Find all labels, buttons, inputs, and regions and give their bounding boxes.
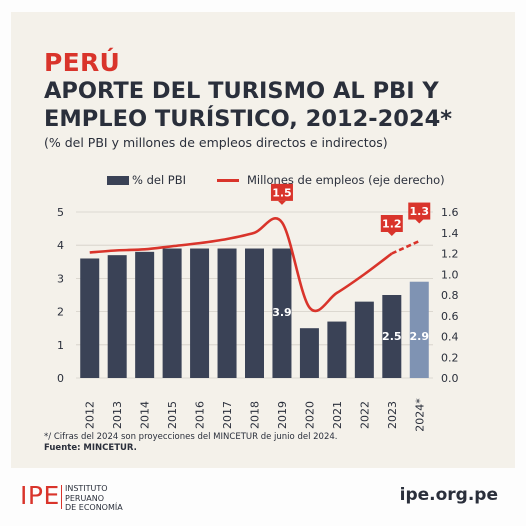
- bar: [217, 248, 237, 378]
- left-axis-tick-label: 5: [57, 206, 64, 219]
- line-callout-box: [270, 183, 293, 201]
- line-callout-box: [408, 202, 431, 220]
- right-axis-tick-label: 1.2: [441, 248, 459, 261]
- right-axis-tick-label: 0.6: [441, 310, 459, 323]
- bar-value-label: 3.9: [272, 306, 292, 319]
- bar: [354, 301, 374, 378]
- x-axis-tick-label: 2022: [358, 401, 371, 429]
- right-axis-tick-label: 0.0: [441, 372, 459, 385]
- x-axis-tick-label: 2024*: [413, 398, 426, 432]
- left-axis-tick-label: 0: [57, 372, 64, 385]
- x-axis-tick-label: 2014: [139, 401, 152, 429]
- line-callout-box: [380, 215, 403, 232]
- bar: [80, 258, 100, 378]
- source-note: Fuente: MINCETUR.: [44, 443, 137, 453]
- left-axis-tick-label: 3: [57, 272, 64, 285]
- x-axis-tick-label: 2018: [249, 401, 262, 429]
- right-axis-tick-label: 0.2: [441, 351, 459, 364]
- left-axis-tick-label: 4: [57, 239, 64, 252]
- bar: [299, 328, 319, 378]
- infographic-card: [11, 12, 515, 468]
- x-axis-tick-label: 2016: [194, 401, 207, 429]
- legend-bars-label: % del PBI: [132, 173, 187, 187]
- right-axis-tick-label: 0.4: [441, 331, 459, 344]
- title-line-2: EMPLEO TURÍSTICO, 2012-2024*: [44, 106, 453, 132]
- right-axis-tick-label: 1.6: [441, 206, 459, 219]
- chart-title: APORTE DEL TURISMO AL PBI Y EMPLEO TURÍS…: [44, 77, 514, 133]
- logo-divider: [61, 485, 62, 509]
- line-callout-label: 1.3: [410, 205, 430, 218]
- x-axis-tick-label: 2023: [386, 401, 399, 429]
- employment-line-projection: [391, 239, 420, 255]
- bar: [135, 251, 155, 378]
- bar-value-label: 2.9: [410, 330, 430, 343]
- x-axis-tick-label: 2012: [84, 401, 97, 429]
- country-title: PERÚ: [44, 48, 121, 77]
- legend-bars: % del PBI: [107, 173, 186, 187]
- bar-value-label: 2.5: [382, 330, 402, 343]
- footnote: */ Cifras del 2024 son proyecciones del …: [44, 432, 338, 442]
- bar: [409, 281, 429, 378]
- bar: [190, 248, 210, 378]
- bar: [272, 248, 292, 378]
- x-axis-tick-label: 2017: [221, 401, 234, 429]
- bar: [162, 248, 182, 378]
- logo-line-2: PERUANO: [65, 493, 105, 503]
- line-callout-pointer: [277, 200, 286, 205]
- line-callout-label: 1.5: [272, 186, 292, 199]
- bar: [382, 295, 402, 378]
- line-callout-pointer: [415, 219, 424, 224]
- right-axis-tick-label: 0.8: [441, 289, 459, 302]
- left-axis-tick-label: 1: [57, 339, 64, 352]
- legend-line-swatch: [217, 179, 239, 182]
- logo-line-1: INSTITUTO: [65, 484, 108, 493]
- line-callout-pointer: [387, 232, 396, 236]
- left-axis-tick-label: 2: [57, 306, 64, 319]
- title-line-1: APORTE DEL TURISMO AL PBI Y: [44, 78, 439, 104]
- chart-subtitle: (% del PBI y millones de empleos directo…: [44, 135, 388, 150]
- right-axis-tick-label: 1.4: [441, 227, 459, 240]
- logo-line-3: DE ECONOMÍA: [65, 503, 123, 512]
- bar: [245, 248, 264, 378]
- website-link[interactable]: ipe.org.pe: [399, 485, 498, 505]
- x-axis-tick-label: 2021: [331, 401, 344, 429]
- x-axis-tick-label: 2015: [166, 401, 179, 429]
- x-axis-tick-label: 2013: [111, 401, 124, 429]
- legend-bar-swatch: [107, 176, 129, 185]
- employment-line: [89, 217, 393, 313]
- x-axis-tick-label: 2020: [303, 401, 316, 429]
- bar: [327, 321, 347, 378]
- logo-text: INSTITUTO PERUANO DE ECONOMÍA: [65, 484, 123, 513]
- bar: [107, 255, 127, 378]
- right-axis-tick-label: 1.0: [441, 268, 459, 281]
- x-axis-tick-label: 2019: [276, 401, 289, 429]
- legend-line-label: Millones de empleos (eje derecho): [247, 173, 445, 187]
- line-callout-label: 1.2: [382, 218, 402, 231]
- ipe-logo: IPE: [20, 481, 60, 510]
- legend-line: Millones de empleos (eje derecho): [217, 173, 445, 187]
